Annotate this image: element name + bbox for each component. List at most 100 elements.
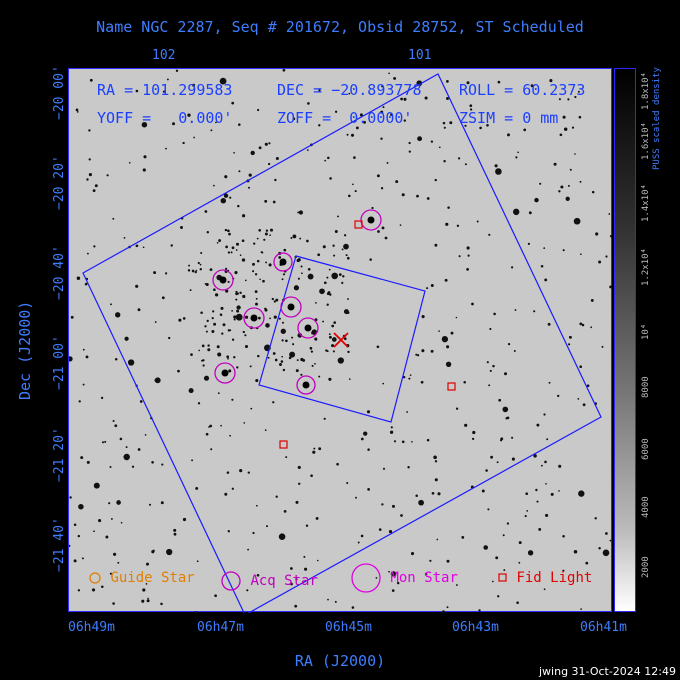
star-speck	[298, 210, 304, 215]
star-speck	[252, 531, 255, 535]
star-speck	[93, 530, 95, 533]
star-speck	[268, 263, 272, 267]
star-speck	[530, 84, 534, 88]
star-speck	[222, 323, 226, 327]
star-speck	[377, 230, 380, 233]
y-tick-5: −21 40'	[52, 517, 67, 572]
star-speck	[343, 337, 347, 341]
star-speck	[273, 315, 277, 319]
star-speck	[152, 549, 155, 553]
star-speck	[595, 232, 599, 236]
star-speck	[220, 424, 222, 427]
star-speck	[450, 331, 454, 335]
star-speck	[188, 264, 191, 267]
star-speck	[255, 379, 259, 383]
star-speck	[151, 461, 154, 464]
star-speck	[314, 337, 318, 341]
cb-tick-6: 6000	[641, 438, 651, 460]
star-speck	[292, 234, 297, 239]
sky-image-plot[interactable]: RA = 101.299583 DEC = −20.893778 ROLL = …	[68, 68, 613, 613]
star-speck	[478, 609, 481, 612]
x-axis-label: RA (J2000)	[294, 652, 386, 670]
star-speck	[305, 524, 309, 527]
star-speck	[187, 113, 191, 117]
star-speck	[390, 426, 393, 429]
star-speck	[218, 239, 222, 242]
star-speck	[466, 246, 470, 250]
star-speck	[337, 215, 339, 218]
star-speck	[605, 532, 608, 535]
star-speck	[516, 601, 519, 604]
acis-field-outline	[82, 73, 602, 613]
star-speck	[381, 85, 384, 88]
star-speck	[455, 316, 458, 319]
star-speck	[239, 469, 243, 473]
star-speck	[125, 446, 128, 449]
star-speck	[445, 361, 452, 367]
star-speck	[145, 562, 150, 566]
star-speck	[485, 469, 488, 472]
legend-guide: Guide Star	[88, 570, 195, 586]
star-speck	[367, 448, 370, 451]
star-speck	[290, 567, 293, 570]
fid-light-box	[447, 382, 456, 391]
star-speck	[562, 115, 566, 119]
star-speck	[262, 279, 265, 283]
star-speck	[436, 538, 439, 541]
star-speck	[416, 194, 419, 198]
star-speck	[297, 211, 300, 214]
star-speck	[227, 280, 230, 283]
star-speck	[88, 158, 91, 161]
colorbar	[614, 68, 636, 612]
star-speck	[241, 239, 245, 242]
star-speck	[201, 344, 205, 348]
star-speck	[209, 268, 213, 271]
star-speck	[369, 258, 372, 261]
star-speck	[182, 141, 185, 145]
star-speck	[297, 258, 301, 262]
star-speck	[386, 161, 389, 164]
star-speck	[503, 569, 506, 572]
star-speck	[258, 316, 261, 320]
star-speck	[434, 478, 438, 482]
star-speck	[211, 330, 215, 333]
y-axis-label: Dec (J2000)	[16, 300, 34, 400]
background-stars	[69, 69, 613, 613]
star-speck	[401, 440, 405, 444]
star-speck	[272, 352, 276, 355]
star-speck	[461, 536, 465, 539]
star-speck	[464, 124, 467, 127]
star-speck	[328, 268, 331, 271]
star-speck	[328, 335, 332, 339]
fid-light-icon	[498, 573, 507, 582]
star-speck	[507, 133, 510, 137]
star-speck	[154, 377, 161, 384]
star-speck	[360, 437, 364, 441]
star-speck	[225, 245, 228, 249]
star-speck	[219, 313, 222, 316]
star-speck	[608, 213, 611, 215]
star-speck	[227, 530, 230, 533]
star-speck	[390, 571, 397, 577]
star-speck	[314, 362, 316, 365]
star-speck	[259, 278, 261, 281]
star-speck	[543, 247, 546, 250]
star-speck	[244, 344, 249, 349]
acq-star-circle	[273, 252, 293, 272]
star-speck	[110, 517, 113, 520]
star-speck	[86, 252, 89, 255]
star-speck	[343, 243, 349, 250]
star-speck	[104, 440, 107, 443]
star-speck	[290, 582, 293, 586]
star-speck	[464, 423, 468, 427]
star-speck	[312, 450, 316, 454]
star-speck	[343, 234, 347, 237]
star-speck	[205, 432, 209, 436]
star-speck	[471, 302, 474, 306]
star-speck	[256, 504, 258, 507]
star-speck	[301, 272, 303, 275]
star-speck	[230, 251, 233, 254]
star-speck	[590, 326, 593, 329]
star-speck	[558, 490, 560, 492]
star-speck	[249, 365, 252, 368]
